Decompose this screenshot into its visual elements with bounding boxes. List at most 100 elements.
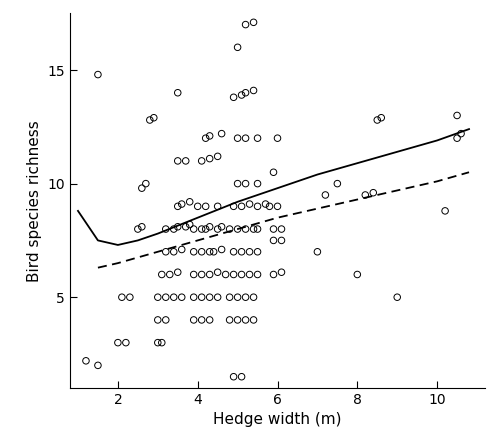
Point bbox=[238, 248, 246, 255]
Point bbox=[198, 294, 205, 301]
Point bbox=[230, 203, 237, 210]
Point bbox=[174, 223, 182, 230]
Point bbox=[174, 269, 182, 276]
Point bbox=[270, 271, 278, 278]
Point bbox=[234, 294, 241, 301]
Point bbox=[174, 203, 182, 210]
Point bbox=[254, 271, 262, 278]
Point bbox=[158, 271, 166, 278]
Point bbox=[174, 157, 182, 164]
Point bbox=[230, 94, 237, 101]
Point bbox=[142, 180, 150, 187]
Point bbox=[214, 294, 222, 301]
Point bbox=[238, 271, 246, 278]
Point bbox=[214, 153, 222, 160]
Point bbox=[206, 316, 214, 323]
Point bbox=[82, 357, 90, 364]
Point bbox=[202, 135, 209, 142]
X-axis label: Hedge width (m): Hedge width (m) bbox=[213, 412, 342, 427]
Point bbox=[190, 316, 198, 323]
Point bbox=[198, 316, 205, 323]
Point bbox=[158, 339, 166, 346]
Point bbox=[270, 169, 278, 176]
Point bbox=[154, 316, 162, 323]
Point bbox=[214, 269, 222, 276]
Point bbox=[206, 155, 214, 162]
Point bbox=[178, 246, 186, 253]
Point bbox=[250, 225, 258, 232]
Point bbox=[210, 248, 218, 255]
Point bbox=[354, 271, 362, 278]
Point bbox=[138, 223, 146, 230]
Point bbox=[254, 203, 262, 210]
Point bbox=[226, 225, 234, 232]
Point bbox=[206, 271, 214, 278]
Point bbox=[114, 339, 122, 346]
Point bbox=[198, 271, 205, 278]
Point bbox=[250, 316, 258, 323]
Point bbox=[198, 225, 205, 232]
Point bbox=[246, 271, 254, 278]
Point bbox=[194, 203, 202, 210]
Point bbox=[378, 114, 386, 121]
Point bbox=[230, 373, 237, 380]
Point bbox=[198, 157, 205, 164]
Point bbox=[250, 19, 258, 26]
Point bbox=[242, 89, 250, 96]
Point bbox=[170, 248, 178, 255]
Point bbox=[182, 223, 190, 230]
Point bbox=[150, 114, 158, 121]
Point bbox=[254, 180, 262, 187]
Point bbox=[182, 157, 190, 164]
Point bbox=[178, 201, 186, 208]
Point bbox=[206, 223, 214, 230]
Point bbox=[202, 203, 209, 210]
Point bbox=[374, 116, 382, 123]
Point bbox=[254, 225, 262, 232]
Point bbox=[250, 87, 258, 94]
Point bbox=[238, 91, 246, 98]
Point bbox=[186, 198, 194, 206]
Point bbox=[234, 225, 241, 232]
Point bbox=[178, 294, 186, 301]
Point bbox=[154, 339, 162, 346]
Point bbox=[122, 339, 130, 346]
Point bbox=[134, 225, 142, 232]
Point bbox=[186, 221, 194, 228]
Point bbox=[218, 223, 226, 230]
Point bbox=[393, 294, 401, 301]
Point bbox=[234, 135, 241, 142]
Point bbox=[174, 89, 182, 96]
Point bbox=[370, 189, 378, 196]
Point bbox=[238, 373, 246, 380]
Point bbox=[322, 191, 330, 198]
Point bbox=[242, 21, 250, 28]
Point bbox=[242, 225, 250, 232]
Point bbox=[274, 203, 281, 210]
Point bbox=[453, 112, 461, 119]
Point bbox=[314, 248, 322, 255]
Point bbox=[206, 294, 214, 301]
Point bbox=[222, 271, 230, 278]
Point bbox=[214, 225, 222, 232]
Point bbox=[138, 185, 146, 192]
Point bbox=[270, 237, 278, 244]
Point bbox=[250, 294, 258, 301]
Point bbox=[190, 294, 198, 301]
Point bbox=[94, 362, 102, 369]
Point bbox=[226, 316, 234, 323]
Point bbox=[457, 130, 465, 137]
Point bbox=[234, 44, 241, 51]
Point bbox=[94, 71, 102, 78]
Point bbox=[266, 203, 274, 210]
Point bbox=[166, 271, 174, 278]
Point bbox=[198, 248, 205, 255]
Point bbox=[278, 237, 285, 244]
Point bbox=[170, 225, 178, 232]
Point bbox=[334, 180, 342, 187]
Point bbox=[441, 207, 449, 214]
Point bbox=[190, 225, 198, 232]
Point bbox=[274, 135, 281, 142]
Point bbox=[162, 225, 170, 232]
Point bbox=[362, 191, 370, 198]
